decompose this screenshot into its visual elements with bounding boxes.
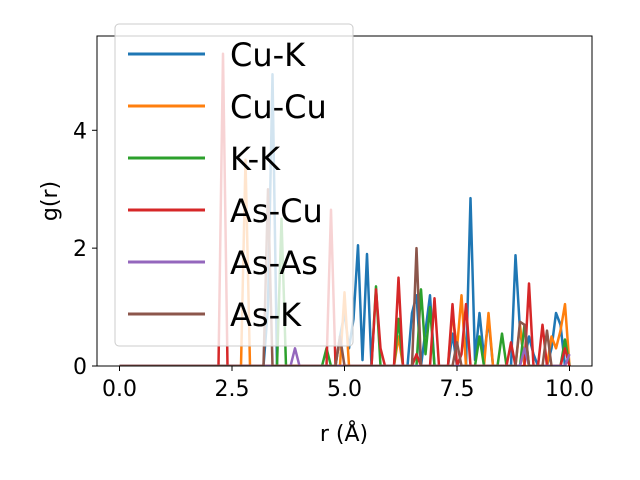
legend-label: As-Cu — [230, 192, 323, 230]
y-axis: 0 2 4 — [73, 119, 97, 380]
legend-item-as-k: As-K — [128, 296, 302, 334]
series-line-as-k — [119, 187, 553, 366]
x-tick-label: 0.0 — [102, 377, 137, 402]
x-tick-label: 2.5 — [215, 377, 250, 402]
x-tick-label: 10.0 — [545, 377, 594, 402]
legend-label: As-As — [230, 244, 318, 282]
legend-item-cu-cu: Cu-Cu — [128, 88, 327, 126]
y-tick-label: 2 — [73, 237, 87, 262]
legend: Cu-K Cu-Cu K-K As-Cu As-As As-K — [114, 23, 354, 347]
legend-label: K-K — [230, 140, 281, 178]
legend-item-cu-k: Cu-K — [128, 36, 306, 74]
x-axis-label: r (Å) — [320, 420, 368, 447]
legend-item-as-as: As-As — [128, 244, 318, 282]
legend-label: As-K — [230, 296, 302, 334]
x-axis: 0.0 2.5 5.0 7.5 10.0 — [102, 366, 594, 402]
x-tick-label: 5.0 — [327, 377, 362, 402]
y-tick-label: 4 — [73, 119, 87, 144]
series-line-as-cu — [119, 52, 571, 366]
legend-label: Cu-K — [230, 36, 306, 74]
y-axis-label: g(r) — [38, 181, 63, 221]
legend-label: Cu-Cu — [230, 88, 327, 126]
y-tick-label: 0 — [73, 355, 87, 380]
legend-item-as-cu: As-Cu — [128, 192, 323, 230]
series-line-as-as — [119, 347, 571, 366]
x-tick-label: 7.5 — [440, 377, 475, 402]
legend-item-k-k: K-K — [128, 140, 281, 178]
